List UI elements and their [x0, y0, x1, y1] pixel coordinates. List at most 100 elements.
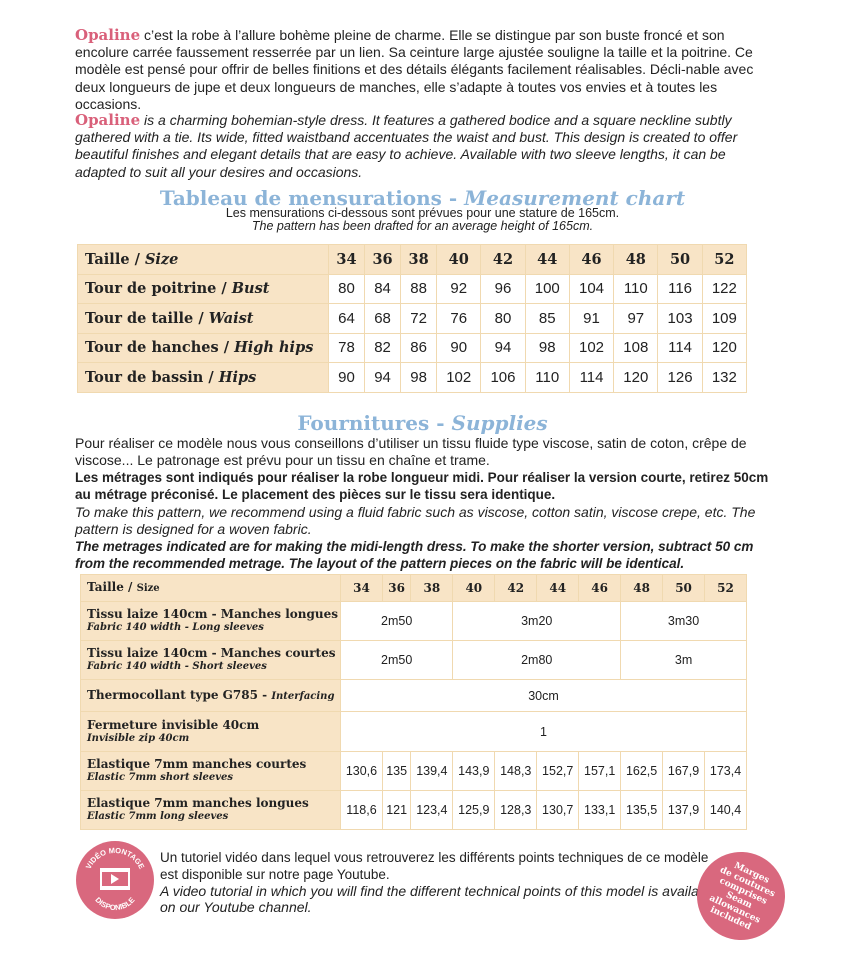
size-header: 52: [704, 574, 747, 602]
table-cell: 80: [480, 303, 526, 334]
table-cell: 135: [381, 751, 412, 791]
table-cell: 90: [327, 362, 366, 393]
table-cell: 162,5: [620, 751, 664, 791]
table-cell: 152,7: [536, 751, 580, 791]
table-cell: 72: [400, 303, 438, 334]
table-cell: 98: [524, 332, 570, 363]
size-header: 46: [578, 574, 622, 602]
size-header: 40: [436, 244, 482, 275]
size-header: 50: [657, 244, 703, 275]
table-cell: 100: [524, 273, 570, 304]
table-cell: 82: [364, 332, 402, 363]
table-cell: 104: [568, 273, 615, 304]
table-cell: 110: [524, 362, 570, 393]
table-cell: 94: [480, 332, 526, 363]
measurement-table: Taille / Size 34 36 38 40 42 44 46 48 50 52 Tour de…: [77, 244, 748, 393]
table-cell: 130,6: [340, 751, 383, 791]
table-cell: 114: [568, 362, 615, 393]
size-header: 36: [364, 244, 402, 275]
table-cell: 143,9: [452, 751, 496, 791]
brand-name: Opaline: [75, 111, 141, 129]
table-cell: 85: [524, 303, 570, 334]
size-header: 38: [410, 574, 454, 602]
table-cell: 90: [436, 332, 482, 363]
svg-text:DISPONIBLE: DISPONIBLE: [93, 895, 136, 912]
table-cell: 133,1: [578, 790, 622, 830]
table-header-row: Taille / Size 34 36 38 40 42 44 46 48 50 52: [80, 574, 747, 602]
table-header-row: Taille / Size 34 36 38 40 42 44 46 48 50 52: [77, 244, 748, 275]
supplies-text-fr-bold: Les métrages sont indiqués pour réaliser…: [75, 470, 769, 503]
table-row: Tour de taille / Waist 64 68 72 76 80 85 91 97 10…: [77, 303, 748, 334]
table-cell: 116: [657, 273, 703, 304]
table-row: Elastique 7mm manches courtes Elastic 7mm…: [80, 751, 747, 791]
table-cell: 3m30: [620, 601, 747, 641]
video-badge-art: VIDÉO MONTAGE DISPONIBLE: [84, 846, 146, 912]
table-cell: 103: [657, 303, 703, 334]
table-cell: 130,7: [536, 790, 580, 830]
svg-text:VIDÉO MONTAGE: VIDÉO MONTAGE: [84, 846, 146, 871]
table-cell: 148,3: [494, 751, 538, 791]
table-cell: 102: [436, 362, 482, 393]
size-header: 34: [340, 574, 383, 602]
table-cell: 91: [568, 303, 615, 334]
intro-en: Opaline is a charming bohemian-style dre…: [75, 111, 738, 180]
table-cell: 80: [327, 273, 366, 304]
size-header: 44: [524, 244, 570, 275]
table-cell: 132: [701, 362, 748, 393]
table-cell: 78: [327, 332, 366, 363]
size-header: 34: [327, 244, 366, 275]
table-cell: 96: [480, 273, 526, 304]
size-header: 46: [568, 244, 615, 275]
measure-note-fr: Les mensurations ci-dessous sont prévues…: [225, 206, 620, 220]
table-cell: 84: [364, 273, 402, 304]
size-header: 44: [536, 574, 580, 602]
supplies-text-en-bold: The metrages indicated are for making th…: [75, 539, 754, 572]
table-row: Tour de poitrine / Bust 80 84 88 92 96 100 104 1…: [77, 273, 748, 304]
film-play-icon: [100, 868, 130, 890]
supplies-title: Fournitures - Supplies: [297, 411, 548, 435]
supplies-text-en: To make this pattern, we recommend using…: [75, 504, 756, 538]
table-cell: 128,3: [494, 790, 538, 830]
intro-fr: Opaline c’est la robe à l’allure bohème …: [75, 26, 754, 112]
table-cell: 137,9: [662, 790, 706, 830]
table-cell: 102: [568, 332, 615, 363]
table-row: Tour de hanches / High hips 78 82 86 90 94 98 1…: [77, 332, 748, 363]
table-cell: 123,4: [410, 790, 454, 830]
table-cell: 121: [381, 790, 412, 830]
table-cell: 68: [364, 303, 402, 334]
table-row: Tissu laize 140cm - Manches courtes Fabri…: [80, 640, 747, 680]
table-cell: 109: [701, 303, 748, 334]
measure-note-en: The pattern has been drafted for an aver…: [251, 219, 594, 233]
size-header: 48: [620, 574, 664, 602]
table-cell: 173,4: [704, 751, 747, 791]
table-cell: 135,5: [620, 790, 664, 830]
table-cell: 125,9: [452, 790, 496, 830]
table-cell: 2m50: [339, 640, 454, 680]
table-cell: 120: [701, 332, 748, 363]
table-cell: 2m80: [452, 640, 622, 680]
table-cell: 64: [327, 303, 366, 334]
table-cell: 126: [657, 362, 703, 393]
size-header: 48: [613, 244, 659, 275]
table-cell: 76: [436, 303, 482, 334]
size-header: 42: [480, 244, 526, 275]
table-row: Tissu laize 140cm - Manches longues Fabri…: [80, 601, 747, 641]
table-cell: 94: [364, 362, 402, 393]
table-cell: 2m50: [339, 601, 454, 641]
table-cell: 3m20: [452, 601, 622, 641]
table-cell: 97: [613, 303, 659, 334]
video-text-en: A video tutorial in which you will find …: [160, 883, 718, 915]
table-row: Tour de bassin / Hips 90 94 98 102 106 110 114 1…: [77, 362, 748, 393]
table-cell: 118,6: [340, 790, 383, 830]
table-cell: 88: [400, 273, 438, 304]
table-cell: 108: [613, 332, 659, 363]
supplies-text-fr: Pour réaliser ce modèle nous vous consei…: [75, 435, 747, 469]
table-cell: 92: [436, 273, 482, 304]
video-text-fr: Un tutoriel vidéo dans lequel vous retro…: [160, 850, 709, 882]
supplies-table: Taille / Size 34 36 38 40 42 44 46 48 50 52 Tissu l…: [80, 574, 747, 830]
size-header: 50: [662, 574, 706, 602]
measure-title: Tableau de mensurations - Measurement ch…: [159, 186, 686, 210]
size-header: 40: [452, 574, 496, 602]
table-cell: 140,4: [704, 790, 747, 830]
table-cell: 139,4: [410, 751, 454, 791]
